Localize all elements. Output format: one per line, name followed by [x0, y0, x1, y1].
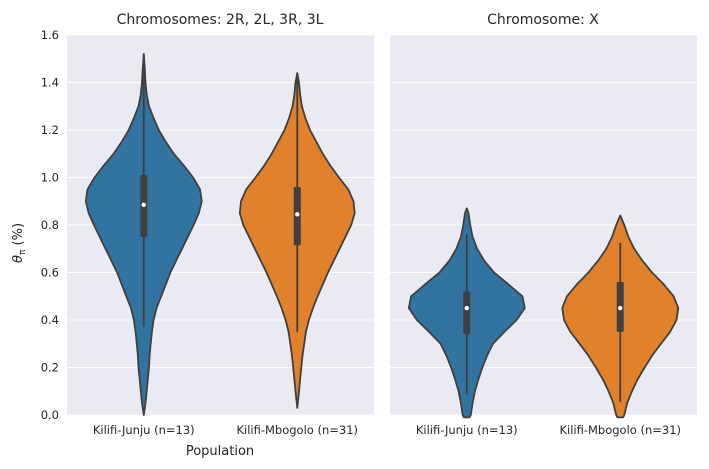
violin-median-dot	[295, 212, 300, 217]
y-axis-label-symbol: θ	[11, 255, 26, 263]
y-tick-label: 1.4	[41, 76, 59, 90]
y-tick-label: 1.6	[41, 28, 59, 42]
panel-left: 0.0 0.2 0.4 0.6 0.8 1.0 1.2 1.4 1.6 Kilifi-Junju…	[11, 12, 374, 459]
x-tick-label: Kilifi-Junju (n=13)	[416, 423, 518, 437]
y-tick-label: 1.2	[41, 123, 59, 137]
x-axis-label: Population	[186, 444, 254, 459]
y-tick-labels: 0.0 0.2 0.4 0.6 0.8 1.0 1.2 1.4 1.6	[41, 28, 59, 422]
y-axis-label: θπ (%)	[11, 223, 28, 263]
y-tick-label: 0.2	[41, 361, 59, 375]
y-tick-label: 1.0	[41, 171, 59, 185]
y-axis-label-unit: (%)	[11, 223, 26, 246]
x-tick-label: Kilifi-Mbogolo (n=31)	[559, 423, 681, 437]
panel-title-right: Chromosome: X	[487, 12, 599, 28]
violins-right	[407, 207, 680, 419]
violin-iqr-box	[463, 291, 471, 335]
y-tick-label: 0.6	[41, 266, 59, 280]
y-tick-label: 0.0	[41, 408, 59, 422]
y-tick-label: 0.8	[41, 218, 59, 232]
x-tick-labels-right: Kilifi-Junju (n=13) Kilifi-Mbogolo (n=31)	[416, 423, 681, 437]
y-tick-label: 0.4	[41, 313, 59, 327]
violin-median-dot	[618, 305, 623, 311]
y-axis-label-subscript: π	[18, 249, 28, 255]
x-tick-labels-left: Kilifi-Junju (n=13) Kilifi-Mbogolo (n=31)	[93, 423, 358, 437]
x-tick-label: Kilifi-Junju (n=13)	[93, 423, 195, 437]
violin-median-dot	[141, 202, 146, 208]
x-tick-label: Kilifi-Mbogolo (n=31)	[236, 423, 358, 437]
panel-right: Kilifi-Junju (n=13) Kilifi-Mbogolo (n=31)…	[390, 12, 697, 437]
violin-median-dot	[464, 305, 469, 311]
panel-title-left: Chromosomes: 2R, 2L, 3R, 3L	[117, 12, 324, 28]
violins-left	[84, 53, 356, 416]
